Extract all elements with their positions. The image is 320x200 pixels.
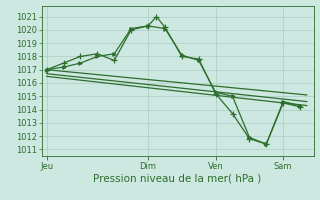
X-axis label: Pression niveau de la mer( hPa ): Pression niveau de la mer( hPa ): [93, 173, 262, 183]
